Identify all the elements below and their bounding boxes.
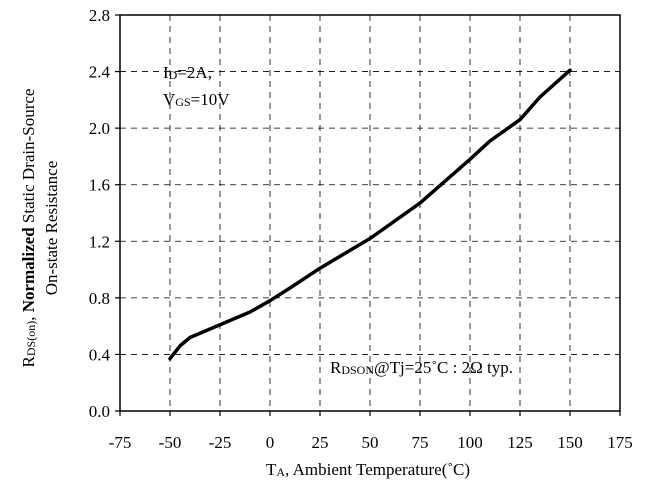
y-tick-label: 0.8: [89, 289, 110, 308]
y-tick-label: 0.0: [89, 402, 110, 421]
x-tick-label: 50: [362, 433, 379, 452]
y-axis-title-line2: On-state Resistance: [42, 161, 61, 296]
conditions-current: ID=2A,: [163, 63, 212, 82]
x-tick-label: -75: [109, 433, 132, 452]
y-axis-title-line1: RDS(on), Normalized Static Drain-Source: [19, 89, 38, 368]
y-tick-label: 1.2: [89, 232, 110, 251]
x-tick-label: 150: [557, 433, 583, 452]
conditions-voltage: VGS=10V: [163, 90, 230, 109]
y-tick-label: 2.8: [89, 6, 110, 25]
y-tick-label: 0.4: [89, 345, 111, 364]
y-tick-label: 1.6: [89, 176, 110, 195]
x-tick-label: 175: [607, 433, 633, 452]
series-line: [168, 68, 572, 361]
y-tick-label: 2.4: [89, 63, 111, 82]
x-tick-label: -50: [159, 433, 182, 452]
x-tick-label: 100: [457, 433, 483, 452]
x-tick-label: 125: [507, 433, 533, 452]
x-tick-label: 25: [312, 433, 329, 452]
typical-rdson-note: RDSON@Tj=25˚C : 2Ω typ.: [330, 358, 513, 377]
grid-lines: [120, 15, 620, 411]
x-tick-label: 0: [266, 433, 275, 452]
axis-ticks: -75 -50 -25 0 25 50 75 100 125 150 175 0.0 0.4 0.8 1.2…: [89, 6, 633, 452]
x-axis-title: TA, Ambient Temperature(˚C): [266, 460, 470, 479]
x-tick-label: 75: [412, 433, 429, 452]
series-layer: [168, 68, 572, 361]
x-tick-label: -25: [209, 433, 232, 452]
y-tick-label: 2.0: [89, 119, 110, 138]
